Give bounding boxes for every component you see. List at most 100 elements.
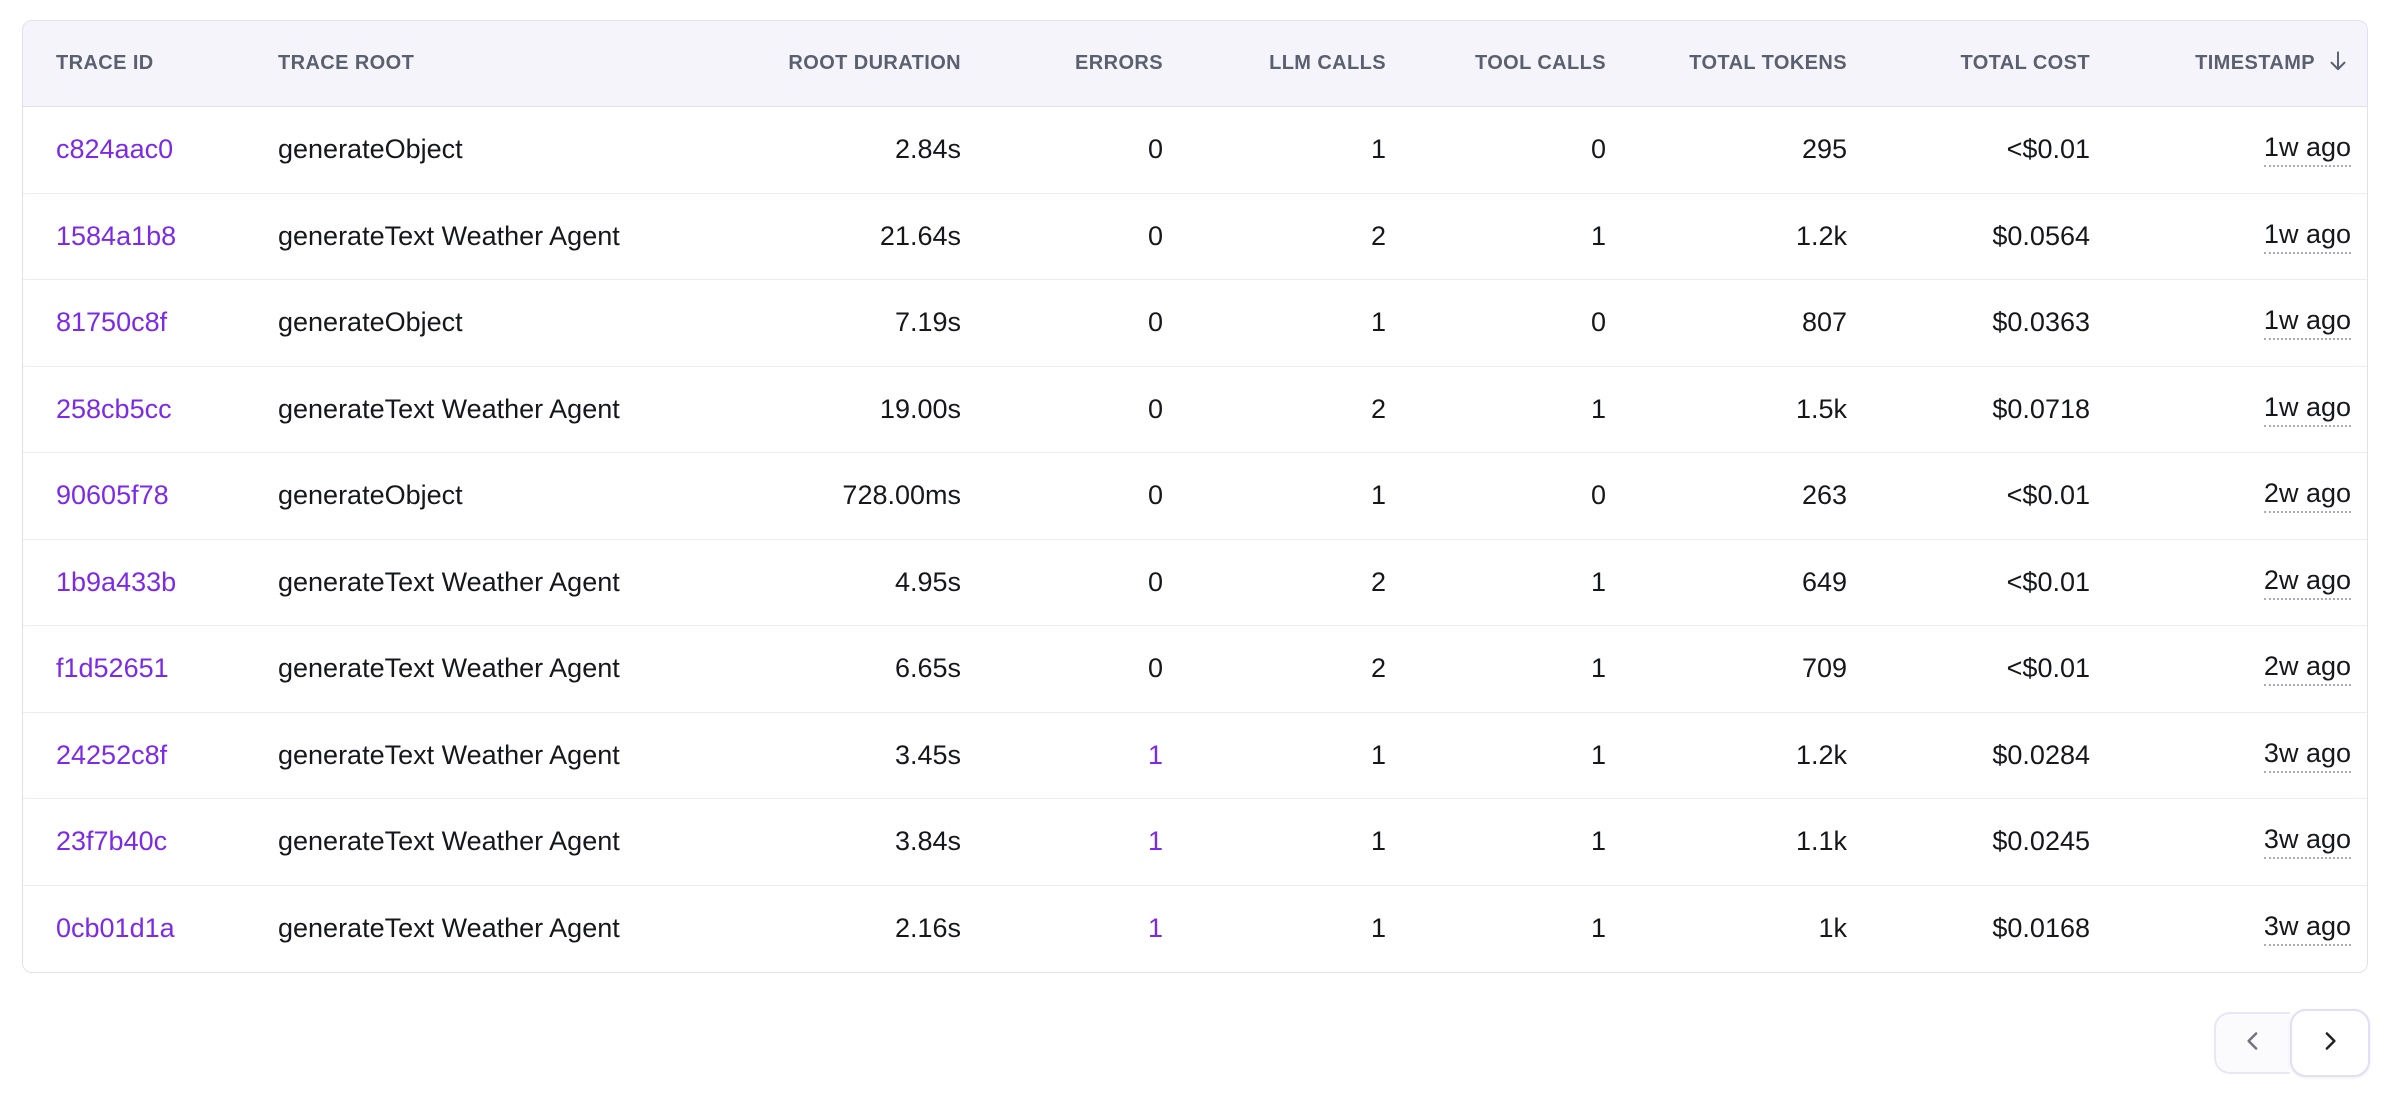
column-header-trace-root[interactable]: TRACE ROOT	[278, 52, 415, 74]
timestamp-value[interactable]: 1w ago	[2090, 132, 2351, 168]
column-header-total-cost[interactable]: TOTAL COST	[1960, 52, 2090, 74]
total-tokens-value: 1.5k	[1795, 393, 1847, 424]
next-page-button[interactable]	[2290, 1009, 2370, 1077]
errors-value: 0	[1147, 307, 1163, 338]
errors-value: 1	[1147, 913, 1163, 944]
trace-root-value: generateObject	[278, 134, 463, 165]
table-row[interactable]: 23f7b40c generateText Weather Agent 3.84…	[23, 799, 2367, 886]
table-row[interactable]: f1d52651 generateText Weather Agent 6.65…	[23, 626, 2367, 713]
total-cost-value: <$0.01	[2006, 134, 2090, 165]
timestamp-tooltip-trigger[interactable]: 3w ago	[2263, 824, 2351, 860]
llm-calls-value: 2	[1370, 653, 1386, 684]
table-row[interactable]: 90605f78 generateObject 728.00ms 0 1 0 2…	[23, 453, 2367, 540]
column-header-llm-calls[interactable]: LLM CALLS	[1269, 52, 1386, 74]
llm-calls-value: 2	[1370, 566, 1386, 597]
timestamp-value[interactable]: 2w ago	[2090, 651, 2351, 687]
trace-root-value: generateObject	[278, 480, 463, 511]
total-cost-value: $0.0718	[1992, 393, 2090, 424]
timestamp-tooltip-trigger[interactable]: 2w ago	[2263, 478, 2351, 514]
column-header-root-duration[interactable]: ROOT DURATION	[788, 52, 961, 74]
column-header-tool-calls[interactable]: TOOL CALLS	[1474, 52, 1606, 74]
trace-root-value: generateText Weather Agent	[278, 653, 620, 684]
timestamp-value[interactable]: 2w ago	[2090, 565, 2351, 600]
sort-descending-arrow-icon	[2325, 48, 2351, 80]
chevron-right-icon	[2315, 1026, 2345, 1061]
chevron-left-icon	[2238, 1026, 2268, 1061]
trace-id-link[interactable]: 90605f78	[56, 480, 169, 511]
total-cost-value: $0.0564	[1992, 220, 2090, 251]
trace-id-link[interactable]: 1584a1b8	[56, 220, 177, 251]
table-row[interactable]: 258cb5cc generateText Weather Agent 19.0…	[23, 366, 2367, 453]
total-tokens-value: 1.2k	[1795, 220, 1847, 251]
table-row[interactable]: c824aac0 generateObject 2.84s 0 1 0 295 …	[23, 107, 2367, 194]
root-duration-value: 19.00s	[879, 393, 961, 424]
trace-id-link[interactable]: 24252c8f	[56, 739, 168, 770]
total-tokens-value: 1.1k	[1795, 826, 1847, 857]
timestamp-tooltip-trigger[interactable]: 1w ago	[2263, 392, 2351, 427]
trace-id-link[interactable]: 258cb5cc	[56, 393, 172, 424]
timestamp-tooltip-trigger[interactable]: 1w ago	[2263, 132, 2351, 168]
errors-value: 1	[1147, 826, 1163, 857]
table-row[interactable]: 0cb01d1a generateText Weather Agent 2.16…	[23, 885, 2367, 972]
total-tokens-value: 709	[1801, 653, 1847, 684]
total-cost-value: $0.0168	[1992, 913, 2090, 944]
pagination	[2214, 1009, 2370, 1077]
column-header-errors[interactable]: ERRORS	[1075, 52, 1163, 74]
llm-calls-value: 1	[1370, 739, 1386, 770]
errors-value: 0	[1147, 566, 1163, 597]
timestamp-value[interactable]: 2w ago	[2090, 478, 2351, 514]
total-cost-value: <$0.01	[2006, 566, 2090, 597]
column-header-timestamp[interactable]: TIMESTAMP	[2090, 48, 2351, 80]
tool-calls-value: 1	[1590, 566, 1606, 597]
root-duration-value: 2.16s	[894, 913, 961, 944]
errors-value: 0	[1147, 393, 1163, 424]
trace-root-value: generateText Weather Agent	[278, 393, 620, 424]
timestamp-tooltip-trigger[interactable]: 2w ago	[2263, 565, 2351, 600]
total-tokens-value: 295	[1801, 134, 1847, 165]
timestamp-value[interactable]: 3w ago	[2090, 738, 2351, 773]
errors-value: 1	[1147, 739, 1163, 770]
trace-root-value: generateText Weather Agent	[278, 739, 620, 770]
trace-id-link[interactable]: f1d52651	[56, 653, 169, 684]
timestamp-value[interactable]: 3w ago	[2090, 824, 2351, 860]
root-duration-value: 21.64s	[879, 220, 961, 251]
timestamp-value[interactable]: 1w ago	[2090, 219, 2351, 254]
trace-id-link[interactable]: 81750c8f	[56, 307, 168, 338]
previous-page-button[interactable]	[2214, 1012, 2290, 1074]
tool-calls-value: 0	[1590, 307, 1606, 338]
timestamp-tooltip-trigger[interactable]: 3w ago	[2263, 738, 2351, 773]
timestamp-tooltip-trigger[interactable]: 1w ago	[2263, 305, 2351, 341]
timestamp-value[interactable]: 3w ago	[2090, 911, 2351, 947]
trace-id-link[interactable]: 0cb01d1a	[56, 913, 175, 944]
column-header-total-tokens[interactable]: TOTAL TOKENS	[1689, 52, 1847, 74]
tool-calls-value: 0	[1590, 134, 1606, 165]
tool-calls-value: 0	[1590, 480, 1606, 511]
trace-id-link[interactable]: c824aac0	[56, 134, 174, 165]
total-cost-value: $0.0245	[1992, 826, 2090, 857]
total-tokens-value: 1k	[1818, 913, 1847, 944]
trace-root-value: generateText Weather Agent	[278, 220, 620, 251]
tool-calls-value: 1	[1590, 913, 1606, 944]
column-header-trace-id[interactable]: TRACE ID	[56, 52, 154, 74]
llm-calls-value: 1	[1370, 134, 1386, 165]
traces-table: TRACE ID TRACE ROOT ROOT DURATION ERRORS…	[22, 20, 2368, 973]
table-row[interactable]: 1b9a433b generateText Weather Agent 4.95…	[23, 539, 2367, 626]
trace-id-link[interactable]: 23f7b40c	[56, 826, 168, 857]
table-row[interactable]: 81750c8f generateObject 7.19s 0 1 0 807 …	[23, 280, 2367, 367]
timestamp-value[interactable]: 1w ago	[2090, 392, 2351, 427]
total-cost-value: $0.0284	[1992, 739, 2090, 770]
timestamp-tooltip-trigger[interactable]: 1w ago	[2263, 219, 2351, 254]
llm-calls-value: 1	[1370, 480, 1386, 511]
root-duration-value: 7.19s	[894, 307, 961, 338]
errors-value: 0	[1147, 220, 1163, 251]
trace-root-value: generateText Weather Agent	[278, 826, 620, 857]
timestamp-tooltip-trigger[interactable]: 3w ago	[2263, 911, 2351, 947]
table-row[interactable]: 24252c8f generateText Weather Agent 3.45…	[23, 712, 2367, 799]
trace-id-link[interactable]: 1b9a433b	[56, 566, 177, 597]
table-row[interactable]: 1584a1b8 generateText Weather Agent 21.6…	[23, 193, 2367, 280]
llm-calls-value: 1	[1370, 826, 1386, 857]
trace-root-value: generateObject	[278, 307, 463, 338]
timestamp-value[interactable]: 1w ago	[2090, 305, 2351, 341]
root-duration-value: 6.65s	[894, 653, 961, 684]
timestamp-tooltip-trigger[interactable]: 2w ago	[2263, 651, 2351, 687]
